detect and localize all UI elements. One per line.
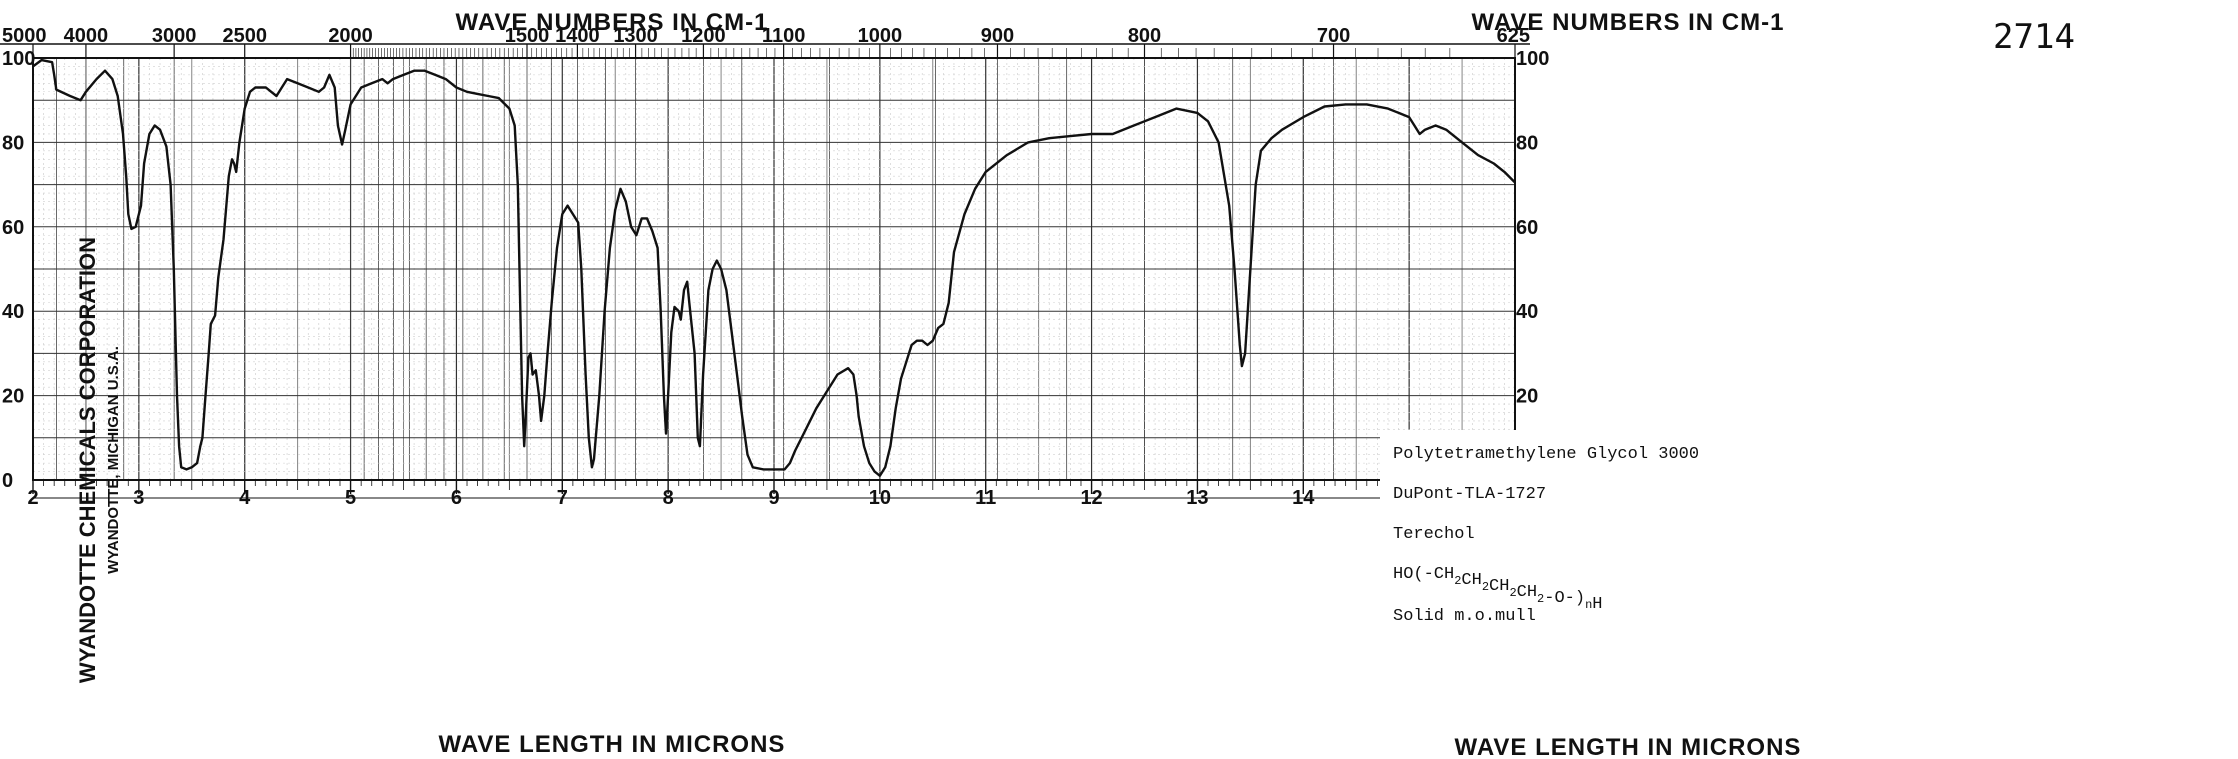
legend-formula: HO(-CH2CH2CH2CH2-O-)nH — [1393, 565, 1602, 614]
micron-tick-label: 6 — [451, 487, 462, 509]
wavenumber-tick-label: 1500 — [505, 25, 550, 47]
formula-text-part: -O-) — [1544, 589, 1585, 608]
y-tick-label-left: 100 — [2, 48, 35, 70]
y-tick-label-right: 100 — [1516, 48, 1549, 70]
micron-tick-label: 8 — [663, 487, 674, 509]
micron-tick-label: 7 — [557, 487, 568, 509]
wavenumber-tick-label: 800 — [1128, 25, 1161, 47]
micron-tick-label: 5 — [345, 487, 356, 509]
micron-tick-label: 3 — [133, 487, 144, 509]
transmittance-curve — [32, 58, 1516, 477]
wavenumber-tick-label: 1000 — [858, 25, 903, 47]
micron-tick-label: 2 — [27, 487, 38, 509]
wavenumber-tick-label: 625 — [1497, 25, 1530, 47]
micron-tick-label: 9 — [768, 487, 779, 509]
formula-text-part: CH — [1517, 583, 1537, 602]
legend-supplier: DuPont-TLA-1727 — [1393, 485, 1546, 504]
legend-sample-state: Solid m.o.mull — [1393, 607, 1536, 626]
wavenumber-tick-label: 700 — [1317, 25, 1350, 47]
manufacturer-name: WYANDOTTE CHEMICALS CORPORATION — [75, 237, 100, 683]
top-axis-title-left: WAVE NUMBERS IN CM-1 — [456, 9, 769, 36]
micron-tick-label: 13 — [1186, 487, 1208, 509]
micron-tick-label: 12 — [1080, 487, 1102, 509]
wavenumber-tick-label: 1100 — [762, 25, 805, 47]
bottom-axis-title-left: WAVE LENGTH IN MICRONS — [439, 731, 786, 758]
formula-subscript: 2 — [1482, 580, 1489, 594]
formula-subscript: n — [1585, 598, 1592, 612]
y-tick-label-left: 20 — [2, 386, 24, 408]
legend-background — [1380, 430, 1775, 640]
y-tick-label-left: 80 — [2, 132, 24, 154]
wavenumber-tick-label: 1400 — [555, 25, 600, 47]
manufacturer-location: WYANDOTTE, MICHIGAN U.S.A. — [105, 346, 122, 574]
y-tick-label-right: 40 — [1516, 301, 1538, 323]
y-tick-label-right: 80 — [1516, 132, 1538, 154]
formula-subscript: 2 — [1509, 586, 1516, 600]
legend-trade-name: Terechol — [1393, 525, 1475, 544]
legend-compound-name: Polytetramethylene Glycol 3000 — [1393, 445, 1699, 464]
catalog-number: 2714 — [1993, 17, 2075, 57]
chart-grid — [32, 57, 1516, 481]
formula-subscript: 2 — [1537, 592, 1544, 606]
wavenumber-tick-label: 2000 — [328, 25, 373, 47]
wavenumber-tick-label: 2500 — [222, 25, 267, 47]
wavenumber-tick-label: 1200 — [681, 25, 726, 47]
top-axis-title-right: WAVE NUMBERS IN CM-1 — [1472, 9, 1785, 36]
formula-text-part: CH — [1489, 577, 1509, 596]
y-tick-label-left: 40 — [2, 301, 24, 323]
y-tick-label-right: 20 — [1516, 386, 1538, 408]
formula-text-part: HO(-CH — [1393, 565, 1454, 584]
wavenumber-tick-label: 4000 — [64, 25, 109, 47]
micron-tick-label: 10 — [869, 487, 891, 509]
formula-subscript: 2 — [1454, 574, 1461, 588]
micron-tick-label: 14 — [1292, 487, 1315, 509]
micron-tick-label: 4 — [239, 487, 251, 509]
wavenumber-tick-label: 3000 — [152, 25, 197, 47]
y-tick-label-left: 0 — [2, 470, 13, 492]
formula-text-part: CH — [1461, 571, 1481, 590]
sample-legend: Polytetramethylene Glycol 3000 DuPont-TL… — [1380, 430, 1775, 640]
wavenumber-tick-label: 1300 — [613, 25, 658, 47]
bottom-axis-title-right: WAVE LENGTH IN MICRONS — [1455, 734, 1802, 759]
micron-tick-label: 11 — [975, 487, 996, 509]
y-tick-label-right: 60 — [1516, 217, 1538, 239]
wavenumber-tick-label: 5000 — [2, 25, 47, 47]
y-tick-label-left: 60 — [2, 217, 24, 239]
wavenumber-tick-label: 900 — [981, 25, 1014, 47]
formula-text-part: H — [1592, 595, 1602, 614]
